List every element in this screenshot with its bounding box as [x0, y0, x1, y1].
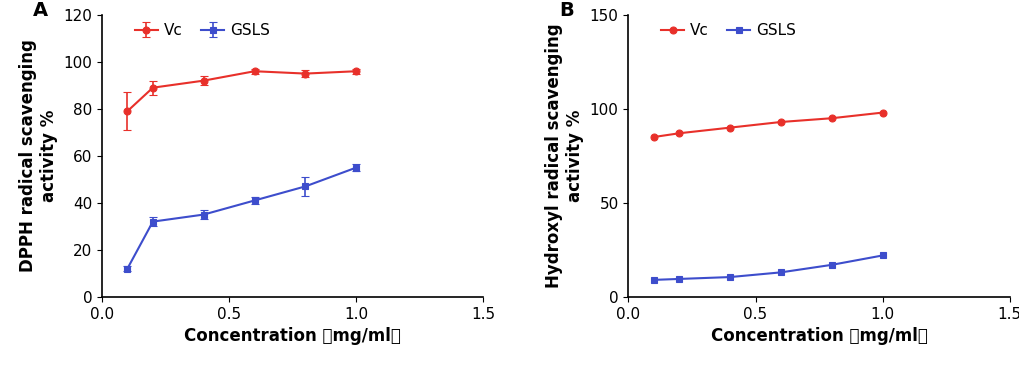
Y-axis label: DPPH radical scavenging
activity %: DPPH radical scavenging activity %: [19, 39, 58, 272]
Legend: Vc, GSLS: Vc, GSLS: [654, 17, 802, 44]
Text: A: A: [34, 1, 49, 20]
Y-axis label: Hydroxyl radical scavenging
activity %: Hydroxyl radical scavenging activity %: [545, 23, 584, 288]
X-axis label: Concentration （mg/ml）: Concentration （mg/ml）: [184, 327, 400, 345]
Text: B: B: [559, 1, 574, 20]
X-axis label: Concentration （mg/ml）: Concentration （mg/ml）: [710, 327, 926, 345]
Legend: Vc, GSLS: Vc, GSLS: [128, 17, 276, 44]
